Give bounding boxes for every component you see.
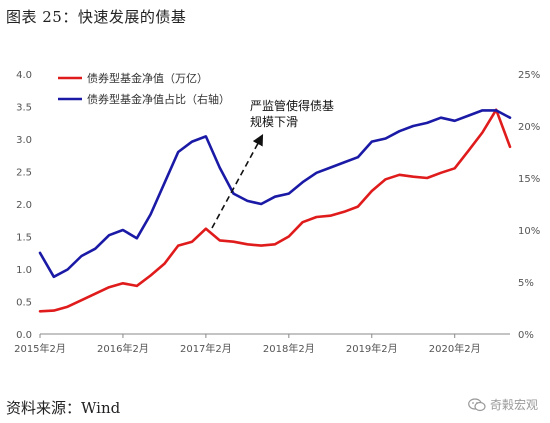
x-tick-label: 2016年2月 (97, 342, 149, 355)
y-right-tick-label: 15% (518, 174, 540, 185)
y-right-tick-label: 10% (518, 226, 540, 237)
x-tick-label: 2020年2月 (429, 342, 481, 355)
annotation-text: 规模下滑 (250, 114, 298, 129)
figure-title: 图表 25：快速发展的债基 (6, 8, 187, 26)
series-layer (38, 108, 512, 313)
y-right-tick-label: 25% (518, 70, 540, 81)
legend: 债券型基金净值（万亿） 债券型基金净值占比（右轴） (58, 71, 230, 106)
legend-label: 债券型基金净值占比（右轴） (87, 92, 230, 106)
y-left-tick-label: 2.0 (16, 200, 32, 211)
annotation-arrow (211, 134, 264, 229)
y-left-tick-label: 0.5 (16, 298, 32, 309)
series-line-1 (38, 108, 512, 313)
line-chart: 0.0 0.5 1.0 1.5 2.0 2.5 3.0 3.5 4.0 0% 5% 10% 15% 20%… (14, 70, 540, 355)
y-left-tick-label: 2.5 (16, 168, 32, 179)
watermark: 奇榖宏观 (468, 396, 538, 413)
y-right-tick-label: 5% (518, 278, 534, 289)
legend-label: 债券型基金净值（万亿） (87, 71, 208, 85)
wechat-icon (468, 397, 486, 411)
y-right-tick-label: 20% (518, 122, 540, 133)
y-left-tick-label: 3.0 (16, 135, 32, 146)
y-left-tick-label: 0.0 (16, 330, 32, 341)
y-left-tick-label: 4.0 (16, 70, 32, 81)
y-left-tick-label: 1.0 (16, 265, 32, 276)
x-tick-label: 2018年2月 (263, 342, 315, 355)
x-tick-label: 2015年2月 (14, 342, 66, 355)
annotation-text: 严监管使得债基 (250, 98, 334, 113)
chart-axes: 0.0 0.5 1.0 1.5 2.0 2.5 3.0 3.5 4.0 0% 5% 10% 15% 20%… (14, 70, 540, 355)
series-line-2 (38, 109, 512, 279)
y-right-tick-label: 0% (518, 330, 534, 341)
watermark-text: 奇榖宏观 (489, 398, 538, 412)
source-note: 资料来源：Wind (6, 399, 121, 417)
x-tick-label: 2017年2月 (180, 342, 232, 355)
x-tick-label: 2019年2月 (346, 342, 398, 355)
y-left-tick-label: 3.5 (16, 103, 32, 114)
y-left-tick-label: 1.5 (16, 233, 32, 244)
